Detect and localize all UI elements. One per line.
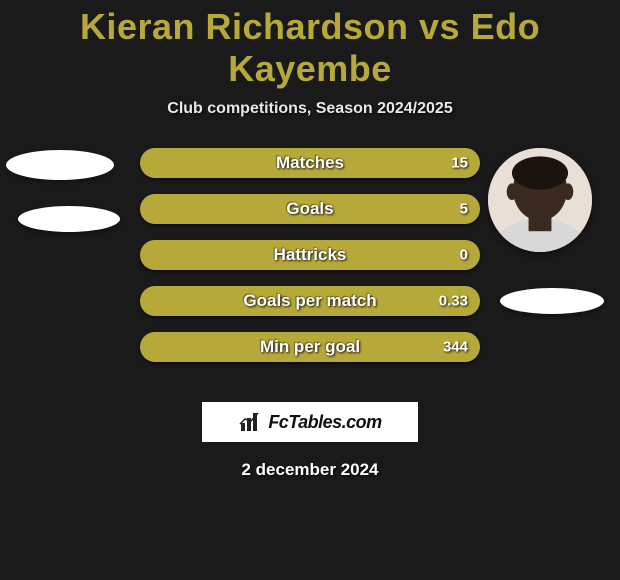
stat-bar: Hattricks 0 [140, 240, 480, 270]
stat-value-right: 5 [460, 201, 468, 218]
fctables-logo: FcTables.com [202, 402, 418, 442]
bar-chart-icon [238, 411, 264, 433]
stat-bar: Goals 5 [140, 194, 480, 224]
player-avatar [488, 148, 592, 252]
right-ellipse [500, 288, 604, 314]
stat-value-right: 344 [443, 339, 468, 356]
snapshot-date: 2 december 2024 [0, 460, 620, 480]
stat-bars: Matches 15 Goals 5 Hattricks 0 Goals per match… [140, 148, 480, 378]
left-ellipse-1 [6, 150, 114, 180]
stat-label: Goals per match [243, 291, 376, 311]
subtitle: Club competitions, Season 2024/2025 [0, 100, 620, 118]
stat-label: Hattricks [274, 245, 347, 265]
left-ellipse-2 [18, 206, 120, 232]
comparison-chart: Matches 15 Goals 5 Hattricks 0 Goals per match… [0, 148, 620, 388]
stat-bar: Goals per match 0.33 [140, 286, 480, 316]
stat-label: Min per goal [260, 337, 360, 357]
stat-bar: Matches 15 [140, 148, 480, 178]
stat-value-right: 15 [451, 155, 468, 172]
avatar-icon [488, 148, 592, 252]
stat-value-right: 0 [460, 247, 468, 264]
stat-label: Matches [276, 153, 344, 173]
stat-value-right: 0.33 [439, 293, 468, 310]
page-title: Kieran Richardson vs Edo Kayembe [0, 0, 620, 90]
stat-bar: Min per goal 344 [140, 332, 480, 362]
stat-label: Goals [286, 199, 333, 219]
logo-text: FcTables.com [268, 412, 381, 433]
